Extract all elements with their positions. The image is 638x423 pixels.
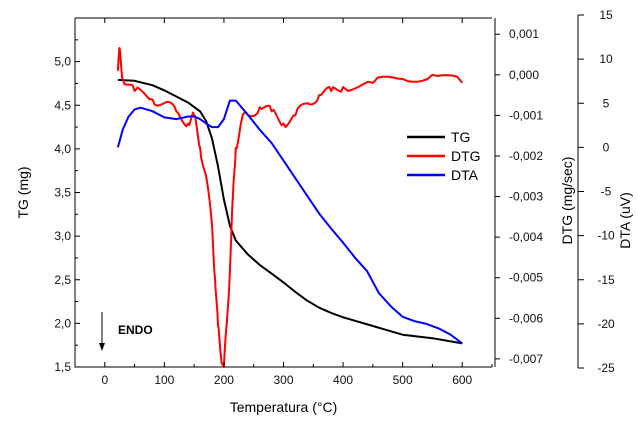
dtg-tick-label: -0,005 xyxy=(509,271,543,285)
dtg-tick-label: -0,002 xyxy=(509,149,543,163)
x-tick-label: 200 xyxy=(214,373,234,387)
legend-label-dtg: DTG xyxy=(451,148,481,164)
tg-tick-label: 2,5 xyxy=(54,273,71,287)
tg-tick-label: 4,5 xyxy=(54,98,71,112)
endo-label: ENDO xyxy=(118,323,153,337)
tg-tick-label: 2,0 xyxy=(54,316,71,330)
x-axis-title: Temperatura (°C) xyxy=(230,399,338,415)
annotation-layer: ENDO xyxy=(99,312,153,351)
x-tick-label: 600 xyxy=(452,373,472,387)
tg-tick-label: 5,0 xyxy=(54,55,71,69)
dtg-axis-title: DTG (mg/sec) xyxy=(559,157,575,245)
dta-tick-label: -5 xyxy=(601,185,612,199)
dtg-tick-label: 0,001 xyxy=(509,27,539,41)
x-tick-label: 400 xyxy=(333,373,353,387)
legend-label-tg: TG xyxy=(451,129,470,145)
dtg-tick-label: -0,003 xyxy=(509,190,543,204)
dta-axis-title: DTA (uV) xyxy=(617,192,633,249)
dtg-tick-label: -0,006 xyxy=(509,311,543,325)
series-line-dta xyxy=(116,99,463,345)
dta-tick-label: -10 xyxy=(597,229,615,243)
dta-tick-label: -15 xyxy=(597,273,615,287)
dtg-tick-label: 0,000 xyxy=(509,68,539,82)
x-tick-label: 100 xyxy=(154,373,174,387)
x-tick-label: 300 xyxy=(273,373,293,387)
series-line-dtg xyxy=(116,47,463,368)
endo-arrow-head-icon xyxy=(99,343,105,351)
series-layer xyxy=(116,47,463,368)
legend-label-dta: DTA xyxy=(451,167,479,183)
tg-tick-label: 4,0 xyxy=(54,142,71,156)
dtg-tick-label: -0,004 xyxy=(509,230,543,244)
tg-tick-label: 3,5 xyxy=(54,186,71,200)
dta-tick-label: -20 xyxy=(597,317,615,331)
dta-tick-label: 15 xyxy=(599,8,613,22)
x-tick-label: 0 xyxy=(101,373,108,387)
plot-frame-line xyxy=(74,17,492,368)
tg-axis-title: TG (mg) xyxy=(15,166,31,218)
series-line-tg xyxy=(117,78,463,345)
dtg-tick-label: -0,007 xyxy=(509,352,543,366)
tg-tick-label: 1,5 xyxy=(54,360,71,374)
dta-tick-label: 10 xyxy=(599,52,613,66)
dta-tick-label: -25 xyxy=(597,361,615,375)
x-tick-label: 500 xyxy=(393,373,413,387)
plot-frame xyxy=(74,17,492,368)
dtg-tick-label: -0,001 xyxy=(509,108,543,122)
dta-tick-label: 5 xyxy=(603,96,610,110)
tg-tick-label: 3,0 xyxy=(54,229,71,243)
dta-tick-label: 0 xyxy=(603,140,610,154)
legend: TG DTG DTA xyxy=(407,129,481,183)
